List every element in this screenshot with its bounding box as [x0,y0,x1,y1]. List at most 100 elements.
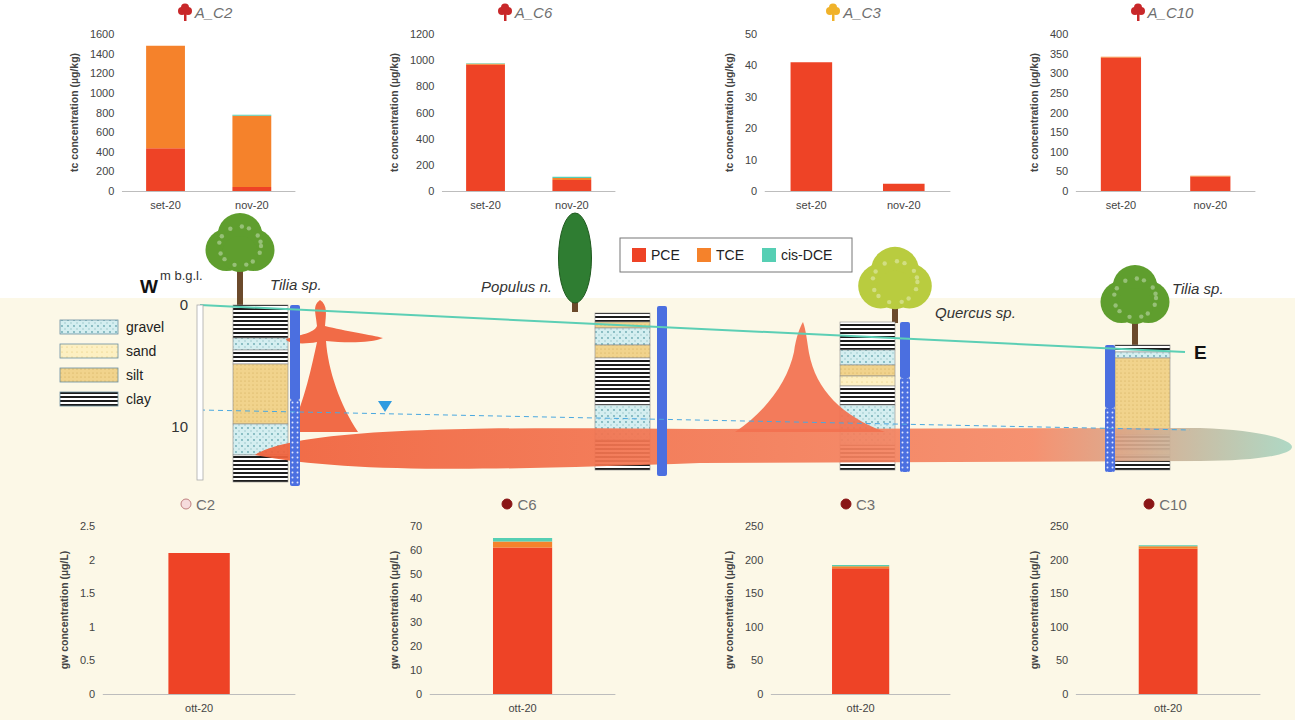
svg-text:set-20: set-20 [1106,199,1137,211]
svg-text:gw concentration (µg/L): gw concentration (µg/L) [388,551,400,670]
svg-text:0.5: 0.5 [80,654,95,666]
svg-text:ott-20: ott-20 [1154,702,1182,714]
svg-text:1.5: 1.5 [80,587,95,599]
svg-text:tc concentration (µg/kg): tc concentration (µg/kg) [1028,53,1040,172]
svg-text:ott-20: ott-20 [185,702,213,714]
svg-text:tc concentration (µg/kg): tc concentration (µg/kg) [723,53,735,172]
svg-text:Tilia sp.: Tilia sp. [270,276,322,293]
svg-text:gravel: gravel [126,319,164,335]
html-text:A_C6: A_C6 [514,3,553,21]
svg-text:m b.g.l.: m b.g.l. [160,268,203,283]
html-text:A_C10: A_C10 [1147,3,1194,21]
svg-text:10: 10 [410,664,422,676]
svg-text:Populus n.: Populus n. [481,278,552,295]
svg-text:Quercus sp.: Quercus sp. [935,304,1016,321]
svg-text:200: 200 [1050,107,1068,119]
svg-text:1: 1 [89,621,95,633]
svg-text:40: 40 [745,59,757,71]
svg-text:20: 20 [410,640,422,652]
html-text:A_C2: A_C2 [194,3,233,21]
svg-text:W: W [140,276,158,297]
svg-text:ott-20: ott-20 [847,702,875,714]
svg-text:set-20: set-20 [150,199,181,211]
svg-text:100: 100 [1050,621,1068,633]
svg-text:200: 200 [416,159,434,171]
svg-text:350: 350 [1050,48,1068,60]
svg-text:silt: silt [126,367,143,383]
svg-text:cis-DCE: cis-DCE [781,247,832,263]
html-text:A_C3: A_C3 [843,3,881,21]
svg-text:1600: 1600 [90,28,114,40]
svg-text:0: 0 [180,296,188,313]
svg-text:10: 10 [171,418,188,435]
svg-text:250: 250 [1050,520,1068,532]
svg-text:50: 50 [410,568,422,580]
svg-text:0: 0 [89,688,95,700]
svg-text:gw concentration (µg/L): gw concentration (µg/L) [58,551,70,670]
svg-text:0: 0 [428,185,434,197]
svg-text:150: 150 [745,587,763,599]
svg-text:20: 20 [745,122,757,134]
svg-text:1200: 1200 [410,28,434,40]
svg-text:30: 30 [745,91,757,103]
svg-text:nov-20: nov-20 [235,199,269,211]
svg-text:400: 400 [1050,28,1068,40]
svg-text:Tilia sp.: Tilia sp. [1172,280,1224,297]
svg-text:2.5: 2.5 [80,520,95,532]
svg-text:2: 2 [89,554,95,566]
svg-text:400: 400 [416,133,434,145]
svg-text:250: 250 [1050,87,1068,99]
html-text:C2: C2 [195,495,216,513]
svg-text:100: 100 [1050,146,1068,158]
svg-text:150: 150 [1050,587,1068,599]
svg-text:300: 300 [1050,67,1068,79]
svg-text:60: 60 [410,544,422,556]
svg-text:50: 50 [1056,654,1068,666]
svg-text:sand: sand [126,343,156,359]
svg-text:PCE: PCE [651,247,680,263]
svg-text:0: 0 [1062,688,1068,700]
svg-text:nov-20: nov-20 [887,199,921,211]
svg-text:50: 50 [1056,165,1068,177]
svg-text:ott-20: ott-20 [508,702,536,714]
svg-text:tc concentration (µg/kg): tc concentration (µg/kg) [388,53,400,172]
svg-text:100: 100 [745,621,763,633]
svg-text:0: 0 [416,688,422,700]
svg-text:30: 30 [410,616,422,628]
svg-text:600: 600 [416,107,434,119]
svg-text:0: 0 [751,185,757,197]
svg-text:50: 50 [745,28,757,40]
svg-text:tc concentration (µg/kg): tc concentration (µg/kg) [68,53,80,172]
svg-text:TCE: TCE [716,247,744,263]
svg-text:gw concentration (µg/L): gw concentration (µg/L) [1028,551,1040,670]
svg-text:40: 40 [410,592,422,604]
html-text:C3: C3 [855,495,876,513]
svg-text:0: 0 [108,185,114,197]
svg-text:1200: 1200 [90,67,114,79]
svg-text:250: 250 [745,520,763,532]
svg-text:200: 200 [745,554,763,566]
svg-text:400: 400 [96,146,114,158]
svg-text:gw concentration (µg/L): gw concentration (µg/L) [723,551,735,670]
svg-text:set-20: set-20 [470,199,501,211]
svg-text:0: 0 [757,688,763,700]
svg-text:150: 150 [1050,126,1068,138]
svg-text:1000: 1000 [90,87,114,99]
svg-text:0: 0 [1062,185,1068,197]
svg-text:70: 70 [410,520,422,532]
svg-text:nov-20: nov-20 [555,199,589,211]
svg-text:nov-20: nov-20 [1193,199,1227,211]
html-text:C6: C6 [517,495,537,513]
svg-text:200: 200 [1050,554,1068,566]
svg-text:set-20: set-20 [796,199,827,211]
svg-text:200: 200 [96,165,114,177]
svg-text:800: 800 [96,107,114,119]
svg-text:600: 600 [96,126,114,138]
svg-text:clay: clay [126,391,151,407]
svg-text:50: 50 [751,654,763,666]
svg-text:10: 10 [745,154,757,166]
svg-text:E: E [1194,342,1207,363]
svg-text:1400: 1400 [90,48,114,60]
svg-text:1000: 1000 [410,54,434,66]
svg-text:800: 800 [416,80,434,92]
